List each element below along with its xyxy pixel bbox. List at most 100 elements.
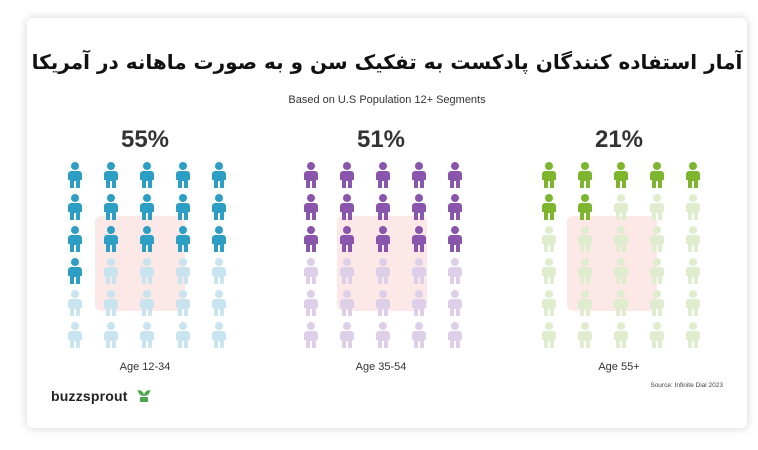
person-icon-filled — [68, 194, 82, 220]
person-icon-empty — [140, 290, 154, 316]
person-icon-filled — [104, 194, 118, 220]
person-icon-filled — [376, 194, 390, 220]
person-icon-empty — [614, 258, 628, 284]
pictogram-grid — [55, 162, 235, 354]
person-icon-empty — [376, 290, 390, 316]
person-icon-empty — [376, 258, 390, 284]
person-icon-empty — [650, 322, 664, 348]
group-age-12-34: 55% Age 12-34 — [55, 126, 235, 386]
person-icon-empty — [212, 290, 226, 316]
person-icon-empty — [68, 322, 82, 348]
person-icon-empty — [542, 290, 556, 316]
person-icon-filled — [304, 162, 318, 188]
person-icon-empty — [614, 194, 628, 220]
person-icon-filled — [176, 162, 190, 188]
person-icon-filled — [542, 162, 556, 188]
person-icon-filled — [104, 226, 118, 252]
person-icon-empty — [304, 258, 318, 284]
person-icon-filled — [448, 226, 462, 252]
person-icon-empty — [542, 258, 556, 284]
person-icon-empty — [340, 258, 354, 284]
person-icon-empty — [614, 226, 628, 252]
pictogram-grid — [529, 162, 709, 354]
age-label: Age 55+ — [598, 361, 640, 373]
person-icon-filled — [614, 162, 628, 188]
person-icon-filled — [578, 162, 592, 188]
person-icon-empty — [376, 322, 390, 348]
person-icon-empty — [304, 290, 318, 316]
person-icon-filled — [448, 194, 462, 220]
person-icon-empty — [448, 290, 462, 316]
person-icon-empty — [104, 322, 118, 348]
person-icon-empty — [176, 258, 190, 284]
person-icon-filled — [340, 226, 354, 252]
person-icon-empty — [176, 290, 190, 316]
person-icon-empty — [686, 194, 700, 220]
person-icon-empty — [340, 322, 354, 348]
person-icon-filled — [578, 194, 592, 220]
person-icon-empty — [650, 290, 664, 316]
person-icon-filled — [412, 162, 426, 188]
person-icon-filled — [212, 194, 226, 220]
person-icon-empty — [412, 290, 426, 316]
chart-title: آمار استفاده کنندگان پادکست به تفکیک سن … — [31, 50, 743, 74]
person-icon-empty — [448, 322, 462, 348]
person-icon-empty — [650, 194, 664, 220]
person-icon-empty — [578, 226, 592, 252]
person-icon-empty — [412, 258, 426, 284]
source-note: Source: Infinite Dial 2023 — [650, 382, 723, 389]
person-icon-empty — [412, 322, 426, 348]
age-label: Age 35-54 — [355, 361, 407, 373]
person-icon-filled — [542, 194, 556, 220]
person-icon-empty — [304, 322, 318, 348]
person-icon-filled — [448, 162, 462, 188]
person-icon-empty — [542, 322, 556, 348]
person-icon-filled — [140, 162, 154, 188]
person-icon-empty — [104, 258, 118, 284]
person-icon-filled — [104, 162, 118, 188]
age-label: Age 12-34 — [119, 361, 171, 373]
infographic-card: آمار استفاده کنندگان پادکست به تفکیک سن … — [27, 18, 747, 428]
person-icon-empty — [650, 226, 664, 252]
person-icon-filled — [376, 162, 390, 188]
group-age-55-plus: 21% Age 55+ — [529, 126, 709, 386]
percent-label: 51% — [356, 126, 406, 153]
person-icon-empty — [614, 322, 628, 348]
person-icon-filled — [68, 258, 82, 284]
person-icon-empty — [686, 226, 700, 252]
person-icon-empty — [140, 258, 154, 284]
person-icon-empty — [68, 290, 82, 316]
person-icon-filled — [340, 194, 354, 220]
person-icon-filled — [176, 226, 190, 252]
person-icon-empty — [686, 258, 700, 284]
group-age-35-54: 51% Age 35-54 — [291, 126, 471, 386]
person-icon-empty — [212, 258, 226, 284]
person-icon-empty — [542, 226, 556, 252]
person-icon-filled — [376, 226, 390, 252]
sprout-icon — [138, 390, 150, 402]
person-icon-filled — [412, 226, 426, 252]
person-icon-empty — [340, 290, 354, 316]
person-icon-empty — [578, 258, 592, 284]
person-icon-empty — [104, 290, 118, 316]
brand-logo-text: buzzsprout — [51, 388, 128, 404]
person-icon-empty — [578, 290, 592, 316]
person-icon-filled — [304, 226, 318, 252]
person-icon-filled — [650, 162, 664, 188]
chart-subtitle: Based on U.S Population 12+ Segments — [288, 94, 486, 106]
person-icon-empty — [578, 322, 592, 348]
person-icon-filled — [68, 226, 82, 252]
person-icon-filled — [304, 194, 318, 220]
person-icon-empty — [650, 258, 664, 284]
person-icon-filled — [140, 226, 154, 252]
person-icon-filled — [340, 162, 354, 188]
person-icon-empty — [686, 290, 700, 316]
pictogram-grid — [291, 162, 471, 354]
person-icon-empty — [212, 322, 226, 348]
person-icon-empty — [176, 322, 190, 348]
person-icon-filled — [212, 226, 226, 252]
person-icon-filled — [176, 194, 190, 220]
person-icon-filled — [212, 162, 226, 188]
percent-label: 55% — [120, 126, 170, 153]
person-icon-filled — [412, 194, 426, 220]
